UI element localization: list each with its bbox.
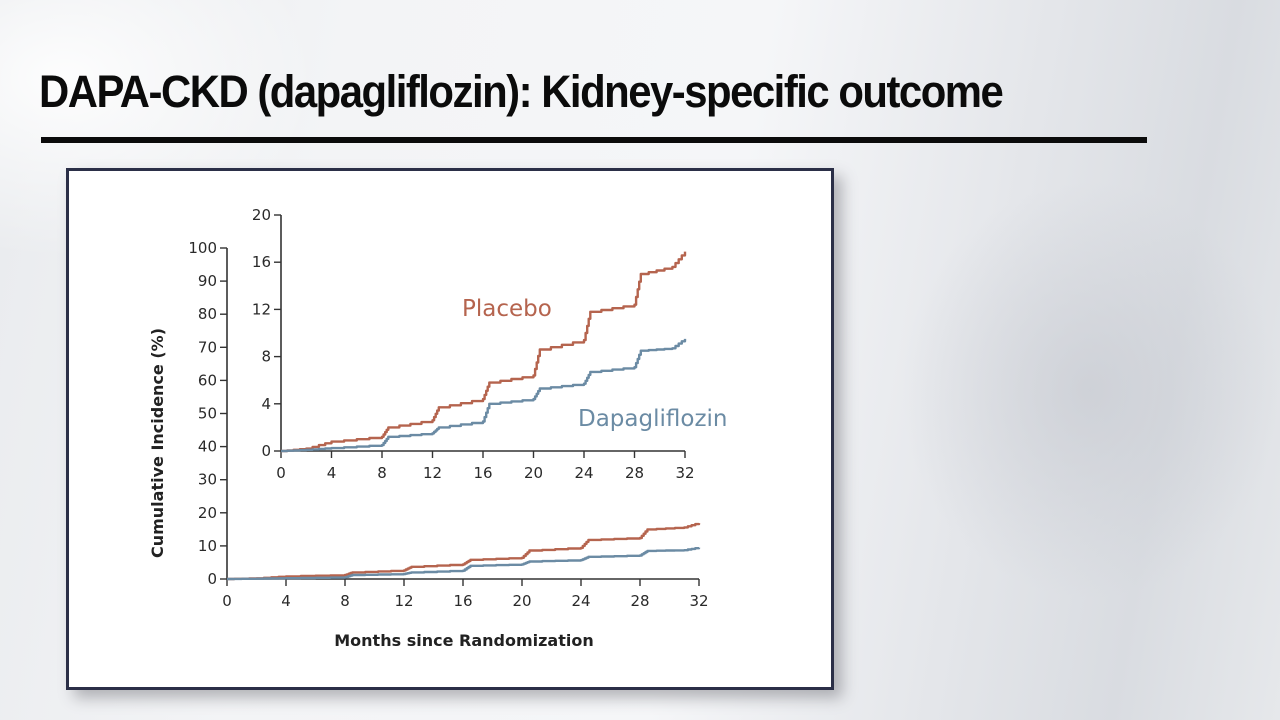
inset-axes: 0 4 8 12 16 20 0 4 8 12 16 20 24 28 32	[252, 206, 695, 482]
x-tick-label: 8	[340, 592, 350, 610]
y-tick-label: 50	[198, 405, 217, 423]
x-tick-label: 0	[222, 592, 232, 610]
x-tick-label: 24	[574, 464, 593, 482]
y-tick-label: 30	[198, 471, 217, 489]
y-tick-label: 8	[261, 348, 271, 366]
x-tick-label: 8	[377, 464, 387, 482]
x-axis-title: Months since Randomization	[334, 631, 593, 650]
y-tick-label: 60	[198, 371, 217, 389]
x-tick-label: 28	[625, 464, 644, 482]
y-axis-title: Cumulative Incidence (%)	[148, 328, 167, 558]
y-tick-label: 10	[198, 537, 217, 555]
y-tick-label: 0	[261, 442, 271, 460]
dapagliflozin-curve	[227, 547, 701, 581]
x-tick-label: 12	[394, 592, 413, 610]
dapagliflozin-label: Dapagliflozin	[578, 406, 727, 432]
dapagliflozin-curve	[281, 338, 687, 453]
inset-curves	[281, 251, 687, 453]
y-tick-label: 40	[198, 438, 217, 456]
x-tick-label: 20	[512, 592, 531, 610]
y-tick-label: 0	[207, 570, 217, 588]
x-tick-label: 4	[327, 464, 337, 482]
title-underline	[41, 137, 1147, 143]
x-tick-label: 16	[453, 592, 472, 610]
x-tick-label: 20	[524, 464, 543, 482]
x-tick-label: 32	[689, 592, 708, 610]
y-tick-label: 16	[252, 253, 271, 271]
placebo-curve	[281, 251, 687, 453]
x-tick-label: 4	[281, 592, 291, 610]
x-tick-label: 32	[675, 464, 694, 482]
x-tick-label: 28	[630, 592, 649, 610]
y-tick-label: 100	[188, 239, 217, 257]
y-tick-label: 20	[198, 504, 217, 522]
y-tick-label: 12	[252, 300, 271, 318]
y-tick-label: 70	[198, 338, 217, 356]
x-tick-label: 12	[423, 464, 442, 482]
y-tick-label: 4	[261, 395, 271, 413]
x-tick-label: 16	[473, 464, 492, 482]
x-tick-label: 0	[276, 464, 286, 482]
y-tick-label: 20	[252, 206, 271, 224]
y-tick-label: 80	[198, 305, 217, 323]
main-curves	[227, 522, 701, 581]
y-tick-label: 90	[198, 272, 217, 290]
placebo-label: Placebo	[462, 296, 552, 322]
slide-title: DAPA-CKD (dapagliflozin): Kidney-specifi…	[39, 66, 1004, 117]
placebo-curve	[227, 522, 701, 581]
x-tick-label: 24	[571, 592, 590, 610]
background-blur	[900, 180, 1280, 600]
